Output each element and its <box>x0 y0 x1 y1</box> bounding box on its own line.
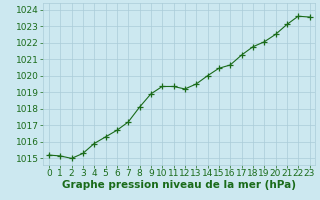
X-axis label: Graphe pression niveau de la mer (hPa): Graphe pression niveau de la mer (hPa) <box>62 180 296 190</box>
